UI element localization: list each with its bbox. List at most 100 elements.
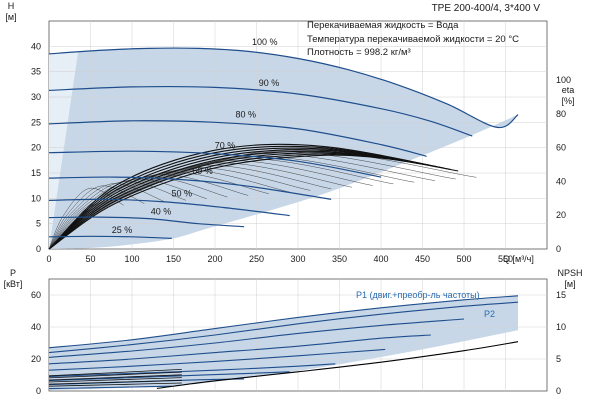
power-curve [48,371,290,382]
power-curve [48,318,465,358]
bottom-operating-area [49,295,518,391]
power-curve [48,348,386,371]
top-axes: 0 50 100 150 200 250 300 350 400 450 500 5500510152… [31,41,571,264]
top-y2-tick-label: 80 [556,109,566,119]
head-curve-label: 60 % [192,166,213,176]
head-curve-label: 25 % [112,225,133,235]
chart-title: TPE 200-400/4, 3*400 V [432,3,541,14]
x-tick-label: 150 [166,254,181,264]
head-curve-label: 80 % [235,109,256,119]
x-tick-label: 100 [124,254,139,264]
top-head-curves: 100 % 90 % 80 % 70 % 60 % 50 %40 % 25 % [48,37,519,239]
power-curve-dark [48,371,182,379]
head-curve-label: 90 % [259,78,280,88]
power-curve-dark [48,379,182,385]
top-y2-tick-label: 100 [556,75,571,85]
head-curve [48,85,473,137]
power-curve-dark [48,377,182,383]
top-y-axis-unit: [м] [5,12,16,22]
legend-p1-label: P1 (двиг.+преобр-ль частоты) [356,290,480,300]
bottom-axes: 0 20 40 60 0 5 10 15 [31,290,566,396]
head-curve-label: 100 % [252,37,278,47]
head-curve [48,47,519,129]
x-axis-label: Q [м³/ч] [503,254,534,264]
head-curve [48,216,245,228]
bottom-y-axis-unit: [кВт] [4,279,23,289]
bottom-power-curves [48,295,519,390]
x-tick-label: 350 [332,254,347,264]
efficiency-curve [48,171,269,250]
power-curve-dark [48,374,182,381]
bottom-y2-axis-unit: [м] [564,279,575,289]
power-curve [48,295,519,349]
x-tick-label: 450 [415,254,430,264]
power-curve [48,363,336,378]
x-tick-label: 50 [85,254,95,264]
head-curve [48,120,427,157]
top-y-tick-label: 30 [31,92,41,102]
top-efficiency-curves [48,143,477,250]
npsh-curve [156,341,519,389]
efficiency-curve [48,178,207,250]
bottom-y2-tick-label: 15 [556,290,566,300]
top-y-tick-label: 25 [31,117,41,127]
top-y2-axis-unit: [%] [561,96,574,106]
power-curve-dark [48,369,182,377]
bottom-y-axis-label: P [10,268,16,278]
legend-p2-label: P2 [484,309,495,319]
annotation-temperature: Температура перекачиваемой жидкости = 20… [307,34,519,45]
efficiency-curve-bold [48,154,406,250]
efficiency-curve-bold [48,150,429,250]
bottom-y-tick-label: 60 [31,290,41,300]
bottom-y-tick-label: 20 [31,354,41,364]
head-curve [48,176,332,200]
bottom-operating-range [49,295,518,391]
efficiency-curve [48,174,249,250]
power-curve [48,301,519,354]
x-tick-label: 500 [456,254,471,264]
power-curve [48,385,172,390]
efficiency-curve-bold [48,145,451,250]
bottom-y-tick-label: 0 [36,386,41,396]
annotation-liquid: Перекачиваемая жидкость = Вода [307,20,459,31]
bottom-y2-tick-label: 5 [556,354,561,364]
top-y2-axis-label: eta [562,85,575,95]
top-y-tick-label: 40 [31,41,41,51]
top-y2-tick-label: 60 [556,143,566,153]
top-y2-tick-label: 40 [556,176,566,186]
head-curve-label: 40 % [151,207,172,217]
bottom-y2-tick-label: 0 [556,386,561,396]
bottom-y2-axis-label: NPSH [557,268,582,278]
efficiency-curve [48,148,477,250]
efficiency-curve [48,183,166,250]
top-y2-tick-label: 0 [556,244,561,254]
power-curve [48,334,431,365]
bottom-y2-tick-label: 10 [556,322,566,332]
bottom-grid [49,279,547,391]
x-tick-label: 200 [207,254,222,264]
power-curve-dark [48,382,182,387]
bottom-y-tick-label: 40 [31,322,41,332]
top-grid [49,21,547,249]
x-tick-label: 400 [373,254,388,264]
annotation-density: Плотность = 998.2 кг/м³ [307,47,411,58]
top-y2-tick-label: 20 [556,210,566,220]
top-y-tick-label: 15 [31,168,41,178]
top-y-tick-label: 10 [31,193,41,203]
head-curve [48,235,172,239]
top-y-tick-label: 0 [36,244,41,254]
head-curve-label: 50 % [172,188,193,198]
x-tick-label: 250 [249,254,264,264]
top-y-tick-label: 5 [36,219,41,229]
x-tick-label: 550 [498,254,513,264]
efficiency-curve-bold [48,152,421,250]
x-tick-label: 0 [46,254,51,264]
top-y-tick-label: 20 [31,143,41,153]
head-curve [48,198,290,217]
efficiency-curve-bold [48,149,436,250]
head-curve [48,150,382,178]
head-curve-label: 70 % [215,141,236,151]
top-y-axis-label: H [8,1,15,11]
efficiency-curve-bold [48,153,414,250]
